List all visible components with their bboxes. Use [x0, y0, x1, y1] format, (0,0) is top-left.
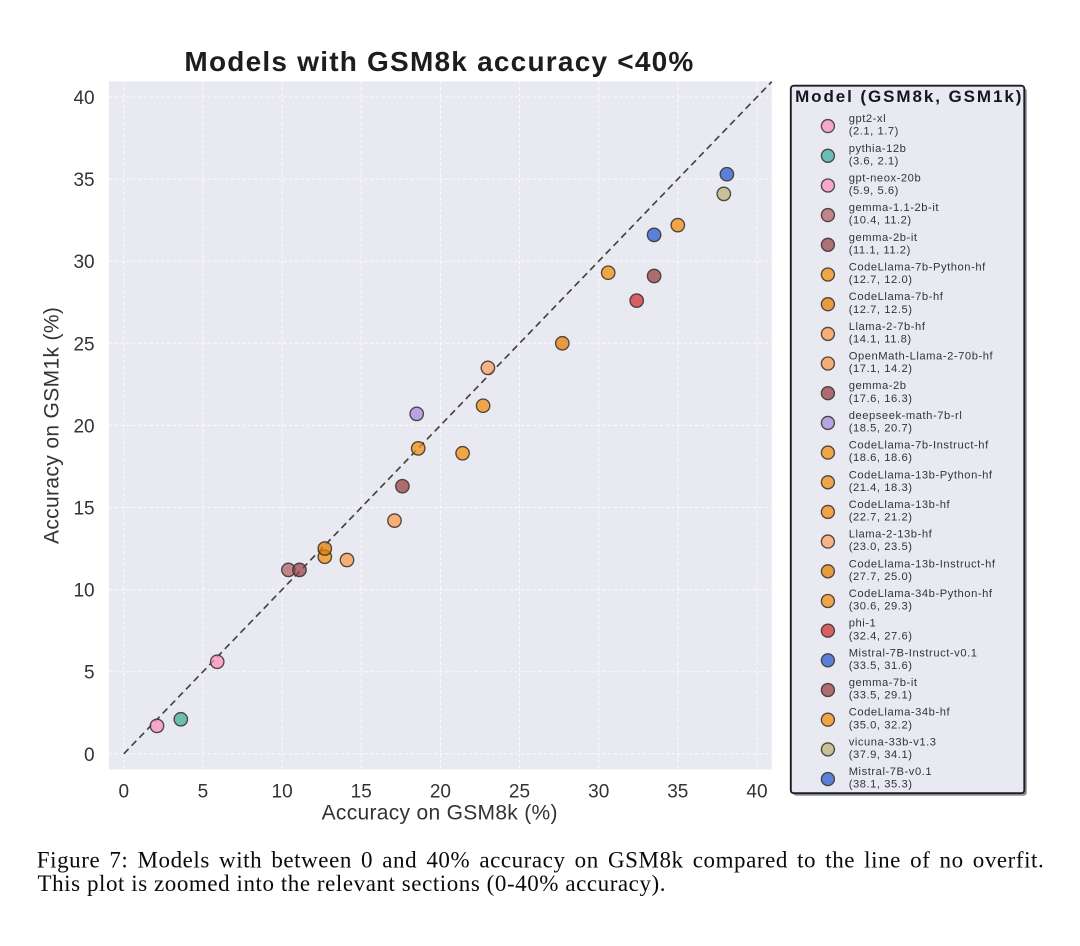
- svg-text:25: 25: [509, 782, 530, 803]
- svg-text:25: 25: [73, 334, 94, 355]
- svg-text:(32.4, 27.6): (32.4, 27.6): [849, 630, 913, 642]
- svg-text:OpenMath-Llama-2-70b-hf: OpenMath-Llama-2-70b-hf: [849, 351, 994, 363]
- svg-text:(17.6, 16.3): (17.6, 16.3): [849, 393, 913, 405]
- svg-text:40: 40: [73, 88, 94, 109]
- svg-text:Mistral-7B-Instruct-v0.1: Mistral-7B-Instruct-v0.1: [849, 647, 978, 659]
- svg-text:10: 10: [73, 581, 94, 602]
- svg-text:vicuna-33b-v1.3: vicuna-33b-v1.3: [849, 736, 937, 748]
- svg-text:5: 5: [84, 663, 95, 684]
- svg-text:(18.6, 18.6): (18.6, 18.6): [849, 452, 913, 464]
- svg-text:gemma-2b: gemma-2b: [849, 380, 907, 392]
- svg-text:30: 30: [73, 252, 94, 273]
- svg-text:Llama-2-7b-hf: Llama-2-7b-hf: [849, 321, 926, 333]
- svg-text:(5.9, 5.6): (5.9, 5.6): [849, 185, 899, 197]
- svg-text:CodeLlama-13b-hf: CodeLlama-13b-hf: [849, 499, 951, 511]
- svg-text:10: 10: [272, 782, 293, 803]
- svg-text:(14.1, 11.8): (14.1, 11.8): [849, 334, 912, 346]
- svg-text:15: 15: [73, 499, 94, 520]
- svg-text:Model (GSM8k, GSM1k): Model (GSM8k, GSM1k): [795, 87, 1023, 106]
- svg-text:(18.5, 20.7): (18.5, 20.7): [849, 423, 913, 435]
- svg-text:(3.6, 2.1): (3.6, 2.1): [849, 155, 899, 167]
- svg-text:(30.6, 29.3): (30.6, 29.3): [849, 601, 913, 613]
- svg-text:(37.9, 34.1): (37.9, 34.1): [849, 749, 913, 761]
- svg-text:35: 35: [667, 782, 688, 803]
- svg-text:35: 35: [73, 170, 94, 191]
- svg-text:0: 0: [119, 782, 130, 803]
- svg-text:15: 15: [351, 782, 372, 803]
- svg-text:(12.7, 12.5): (12.7, 12.5): [849, 304, 913, 316]
- svg-text:gpt2-xl: gpt2-xl: [849, 113, 886, 125]
- svg-text:(10.4, 11.2): (10.4, 11.2): [849, 215, 912, 227]
- svg-text:CodeLlama-13b-Instruct-hf: CodeLlama-13b-Instruct-hf: [849, 558, 996, 570]
- svg-text:(27.7, 25.0): (27.7, 25.0): [849, 571, 913, 583]
- svg-text:Models with GSM8k accuracy <40: Models with GSM8k accuracy <40%: [184, 46, 694, 77]
- svg-text:gemma-1.1-2b-it: gemma-1.1-2b-it: [849, 202, 940, 214]
- svg-text:(12.7, 12.0): (12.7, 12.0): [849, 274, 913, 286]
- svg-text:(17.1, 14.2): (17.1, 14.2): [849, 363, 913, 375]
- svg-text:CodeLlama-34b-hf: CodeLlama-34b-hf: [849, 707, 951, 719]
- svg-text:(2.1, 1.7): (2.1, 1.7): [849, 126, 899, 138]
- svg-text:(33.5, 31.6): (33.5, 31.6): [849, 660, 913, 672]
- svg-text:5: 5: [198, 782, 209, 803]
- svg-text:pythia-12b: pythia-12b: [849, 143, 907, 155]
- svg-text:CodeLlama-34b-Python-hf: CodeLlama-34b-Python-hf: [849, 588, 993, 600]
- svg-text:deepseek-math-7b-rl: deepseek-math-7b-rl: [849, 410, 963, 422]
- svg-text:CodeLlama-7b-Instruct-hf: CodeLlama-7b-Instruct-hf: [849, 440, 989, 452]
- svg-text:Accuracy on GSM1k (%): Accuracy on GSM1k (%): [41, 307, 64, 544]
- svg-text:(35.0, 32.2): (35.0, 32.2): [849, 719, 913, 731]
- svg-text:30: 30: [588, 782, 609, 803]
- svg-text:(11.1, 11.2): (11.1, 11.2): [849, 244, 911, 256]
- svg-text:(23.0, 23.5): (23.0, 23.5): [849, 541, 913, 553]
- svg-text:gpt-neox-20b: gpt-neox-20b: [849, 173, 922, 185]
- svg-text:0: 0: [84, 745, 95, 766]
- svg-text:CodeLlama-7b-Python-hf: CodeLlama-7b-Python-hf: [849, 262, 986, 274]
- svg-text:gemma-2b-it: gemma-2b-it: [849, 232, 918, 244]
- svg-text:phi-1: phi-1: [849, 618, 877, 630]
- svg-text:(21.4, 18.3): (21.4, 18.3): [849, 482, 913, 494]
- svg-text:(22.7, 21.2): (22.7, 21.2): [849, 512, 913, 524]
- svg-text:This plot is zoomed into the r: This plot is zoomed into the relevant se…: [38, 871, 667, 896]
- svg-text:20: 20: [430, 782, 451, 803]
- svg-text:20: 20: [73, 416, 94, 437]
- svg-text:Llama-2-13b-hf: Llama-2-13b-hf: [849, 529, 933, 541]
- svg-text:CodeLlama-7b-hf: CodeLlama-7b-hf: [849, 291, 944, 303]
- svg-text:Accuracy on GSM8k (%): Accuracy on GSM8k (%): [322, 801, 558, 824]
- svg-text:Mistral-7B-v0.1: Mistral-7B-v0.1: [849, 766, 932, 778]
- svg-text:(38.1, 35.3): (38.1, 35.3): [849, 779, 913, 791]
- svg-text:gemma-7b-it: gemma-7b-it: [849, 677, 918, 689]
- svg-text:(33.5, 29.1): (33.5, 29.1): [849, 690, 913, 702]
- svg-text:Figure 7: Models with between: Figure 7: Models with between 0 and 40% …: [37, 847, 1045, 872]
- svg-text:40: 40: [746, 782, 767, 803]
- svg-text:CodeLlama-13b-Python-hf: CodeLlama-13b-Python-hf: [849, 469, 993, 481]
